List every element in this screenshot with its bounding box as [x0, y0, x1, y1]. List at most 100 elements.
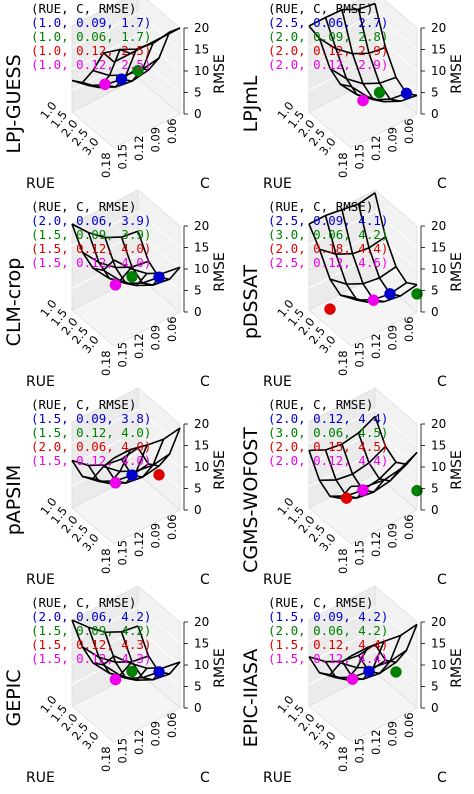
legend-entry: (1.5, 0.12, 4.0)	[31, 453, 152, 468]
data-point	[153, 469, 165, 481]
floor-pane	[71, 77, 181, 149]
rmse-tick-label: 5	[431, 284, 439, 298]
chart-panel: 0 5 10 15 20 RMSE 1.0 1.5 2.0 2.5 3.0 RUE 0.18 0.15 0.…	[237, 387, 474, 594]
data-point	[115, 73, 128, 85]
c-tick-label: 0.06	[165, 118, 179, 144]
gridline	[71, 430, 181, 468]
legend-header: (RUE, C, RMSE)	[268, 199, 374, 214]
rmse-tick-label: 10	[194, 64, 209, 78]
surface-wire	[357, 9, 401, 103]
data-point	[153, 271, 165, 283]
legend-entry: (1.5, 0.12, 4.0)	[31, 241, 152, 256]
surface-wire	[71, 619, 115, 666]
rmse-axis-label: RMSE	[449, 252, 465, 292]
surface-wire	[71, 51, 115, 84]
legend-entry: (2.5, 0.06, 2.7)	[268, 15, 389, 30]
legend-entry: (1.5, 0.12, 4.0)	[31, 425, 152, 440]
gridline	[71, 34, 181, 72]
rmse-tick-label: 20	[431, 615, 446, 629]
rue-axis-label: RUE	[26, 770, 55, 786]
legend-header: (RUE, C, RMSE)	[268, 1, 374, 16]
rmse-tick-label: 5	[194, 86, 202, 100]
legend-entry: (1.0, 0.12, 2.5)	[31, 57, 152, 72]
c-tick-label: 0.09	[386, 523, 400, 549]
surface-wire	[71, 223, 115, 272]
legend-entry: (2.0, 0.06, 4.2)	[31, 609, 152, 624]
data-point	[324, 303, 336, 315]
c-axis-label: C	[437, 176, 447, 192]
c-tick-label: 0.18	[99, 350, 113, 376]
rmse-tick-label: 15	[194, 637, 209, 651]
c-tick-label: 0.09	[149, 127, 163, 153]
rmse-tick-label: 20	[194, 21, 209, 35]
c-tick-label: 0.18	[336, 548, 350, 574]
legend-entry: (2.0, 0.12, 2.9)	[268, 43, 389, 58]
legend-entry: (2.0, 0.18, 4.4)	[268, 241, 389, 256]
c-tick-label: 0.18	[336, 746, 350, 772]
legend: (RUE, C, RMSE) (2.5, 0.06, 2.7) (2.0, 0.09…	[268, 2, 388, 72]
rmse-tick-label: 5	[431, 86, 439, 100]
data-point	[367, 294, 380, 306]
gridline	[71, 55, 181, 93]
data-point	[390, 666, 402, 678]
model-title: GEPIC	[3, 669, 25, 726]
legend-entry: (1.5, 0.12, 4.3)	[31, 651, 152, 666]
c-tick-label: 0.06	[402, 118, 416, 144]
legend: (RUE, C, RMSE) (1.5, 0.09, 4.2) (2.0, 0.06…	[268, 596, 388, 666]
surface-wire	[341, 9, 385, 103]
surface-wire	[341, 641, 385, 681]
rmse-tick-label: 0	[194, 701, 202, 715]
rmse-tick-label: 20	[194, 615, 209, 629]
gridline	[71, 408, 181, 446]
legend-entry: (2.0, 0.12, 4.4)	[268, 453, 389, 468]
rmse-tick-label: 20	[431, 21, 446, 35]
rmse-tick-label: 0	[431, 107, 439, 121]
gridline	[308, 408, 418, 446]
c-axis-label: C	[200, 770, 210, 786]
model-title: LPJ-GUESS	[3, 54, 25, 153]
rmse-tick-label: 20	[431, 417, 446, 431]
c-tick-label: 0.09	[149, 721, 163, 747]
rmse-tick-label: 0	[431, 305, 439, 319]
rmse-axis-label: RMSE	[212, 54, 228, 94]
c-tick-label: 0.15	[116, 540, 130, 566]
floor-pane	[308, 473, 418, 545]
rmse-tick-label: 15	[194, 43, 209, 57]
data-point	[109, 477, 122, 489]
legend-header: (RUE, C, RMSE)	[31, 397, 137, 412]
legend-header: (RUE, C, RMSE)	[268, 397, 374, 412]
data-point	[132, 64, 144, 77]
c-tick-label: 0.12	[369, 729, 383, 755]
legend-entry: (1.5, 0.12, 4.0)	[31, 255, 152, 270]
c-tick-label: 0.18	[99, 746, 113, 772]
c-tick-label: 0.09	[149, 325, 163, 351]
surface-wire	[113, 427, 181, 459]
rmse-tick-label: 15	[431, 241, 446, 255]
rmse-axis-label: RMSE	[212, 252, 228, 292]
legend-entry: (1.0, 0.09, 1.7)	[31, 15, 152, 30]
surface-wire	[308, 655, 352, 676]
surface-wire	[374, 416, 418, 466]
rmse-tick-label: 10	[194, 262, 209, 276]
rue-axis-label: RUE	[26, 374, 55, 390]
legend-entry: (2.5, 0.09, 4.1)	[268, 213, 389, 228]
rmse-tick-label: 5	[431, 680, 439, 694]
data-point	[357, 94, 369, 107]
data-point	[340, 492, 353, 504]
legend: (RUE, C, RMSE) (2.5, 0.09, 4.1) (3.0, 0.06…	[268, 200, 388, 270]
surface-wire	[104, 237, 148, 287]
rue-axis-label: RUE	[263, 176, 292, 192]
c-tick-label: 0.18	[99, 152, 113, 178]
data-point	[126, 270, 138, 283]
legend-entry: (2.0, 0.15, 4.5)	[268, 439, 389, 454]
c-tick-label: 0.15	[116, 144, 130, 170]
legend: (RUE, C, RMSE) (2.0, 0.06, 3.9) (1.5, 0.09…	[31, 200, 151, 270]
data-point	[346, 673, 359, 685]
